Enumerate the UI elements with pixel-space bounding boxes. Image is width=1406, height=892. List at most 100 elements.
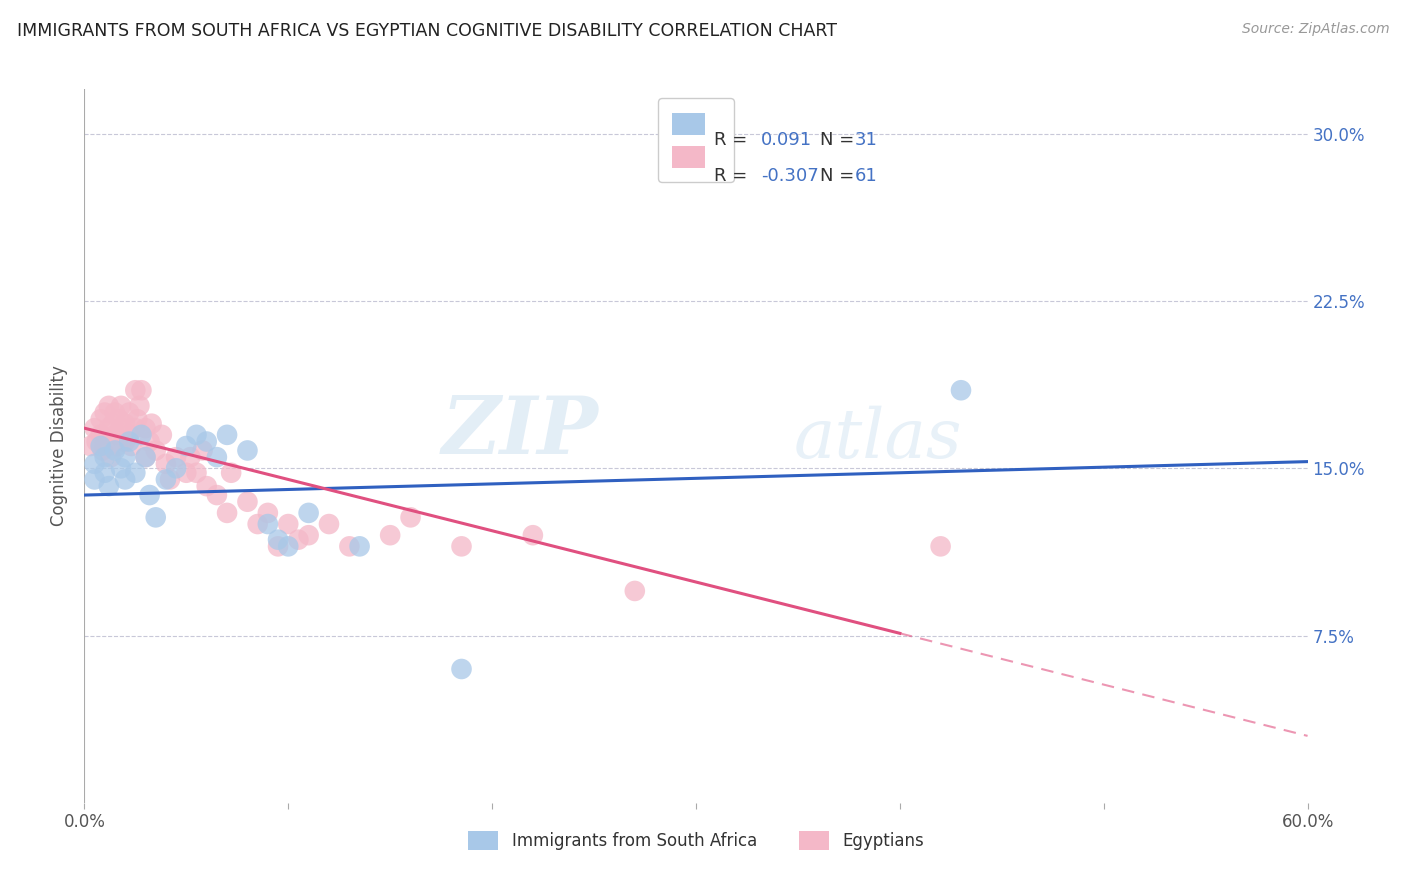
Point xyxy=(174,439,197,453)
Point xyxy=(127,412,149,426)
Point xyxy=(219,466,242,480)
Point xyxy=(267,533,290,547)
Point xyxy=(124,384,146,398)
Point xyxy=(380,528,402,542)
Point xyxy=(91,443,114,458)
Point xyxy=(104,443,127,458)
Point xyxy=(114,417,136,431)
Point xyxy=(257,506,280,520)
Point xyxy=(246,516,269,531)
Point xyxy=(298,506,321,520)
Point xyxy=(135,450,157,464)
Y-axis label: Cognitive Disability: Cognitive Disability xyxy=(51,366,69,526)
Point xyxy=(120,439,142,453)
Point xyxy=(90,412,112,426)
Point xyxy=(131,384,153,398)
Text: 61: 61 xyxy=(855,168,877,186)
Point xyxy=(138,488,160,502)
Point xyxy=(114,473,136,487)
Point xyxy=(155,457,177,471)
Text: 31: 31 xyxy=(855,130,877,149)
Text: -0.307: -0.307 xyxy=(761,168,818,186)
Point xyxy=(124,466,146,480)
Text: 0.091: 0.091 xyxy=(761,130,813,149)
Point xyxy=(450,539,472,553)
Point xyxy=(205,450,228,464)
Point xyxy=(450,662,472,676)
Point xyxy=(624,583,647,598)
Point xyxy=(114,434,136,449)
Point xyxy=(112,434,135,449)
Point xyxy=(929,539,952,553)
Point xyxy=(83,473,105,487)
Point xyxy=(93,439,115,453)
Text: R =: R = xyxy=(714,130,748,149)
Point xyxy=(118,405,141,419)
Point xyxy=(522,528,544,542)
Point xyxy=(236,494,259,508)
Point xyxy=(90,427,112,442)
Point xyxy=(135,450,157,464)
Point xyxy=(97,421,120,435)
Text: atlas: atlas xyxy=(794,406,962,472)
Point xyxy=(165,450,187,464)
Point xyxy=(83,457,105,471)
Point xyxy=(135,421,157,435)
Point xyxy=(287,533,309,547)
Legend: Immigrants from South Africa, Egyptians: Immigrants from South Africa, Egyptians xyxy=(460,822,932,859)
Point xyxy=(257,516,280,531)
Point xyxy=(97,479,120,493)
Point xyxy=(128,399,150,413)
Point xyxy=(90,439,112,453)
Point xyxy=(191,443,214,458)
Point xyxy=(108,412,131,426)
Point xyxy=(101,417,124,431)
Point xyxy=(399,510,422,524)
Point xyxy=(186,466,208,480)
Point xyxy=(131,427,153,442)
Text: N =: N = xyxy=(820,168,855,186)
Point xyxy=(339,539,361,553)
Point xyxy=(124,421,146,435)
Point xyxy=(145,443,167,458)
Text: N =: N = xyxy=(820,130,855,149)
Point xyxy=(277,539,299,553)
Point xyxy=(165,461,187,475)
Text: IMMIGRANTS FROM SOUTH AFRICA VS EGYPTIAN COGNITIVE DISABILITY CORRELATION CHART: IMMIGRANTS FROM SOUTH AFRICA VS EGYPTIAN… xyxy=(17,22,837,40)
Point xyxy=(118,434,141,449)
Point xyxy=(217,427,239,442)
Point xyxy=(93,450,115,464)
Point xyxy=(186,427,208,442)
Point xyxy=(179,450,201,464)
Point xyxy=(138,434,160,449)
Point xyxy=(93,466,115,480)
Point xyxy=(195,479,218,493)
Point xyxy=(104,427,127,442)
Point xyxy=(118,427,141,442)
Point xyxy=(141,417,163,431)
Point xyxy=(195,434,218,449)
Point xyxy=(105,439,128,453)
Point xyxy=(100,450,122,464)
Point xyxy=(318,516,340,531)
Point xyxy=(104,405,127,419)
Point xyxy=(79,439,101,453)
Text: Source: ZipAtlas.com: Source: ZipAtlas.com xyxy=(1241,22,1389,37)
Point xyxy=(110,461,132,475)
Point xyxy=(277,516,299,531)
Point xyxy=(236,443,259,458)
Point xyxy=(145,510,167,524)
Point xyxy=(150,427,173,442)
Point xyxy=(110,421,132,435)
Point xyxy=(83,421,105,435)
Point xyxy=(298,528,321,542)
Point xyxy=(97,399,120,413)
Point xyxy=(349,539,371,553)
Text: R =: R = xyxy=(714,168,748,186)
Text: ZIP: ZIP xyxy=(441,393,598,470)
Point xyxy=(159,473,181,487)
Point xyxy=(155,473,177,487)
Point xyxy=(205,488,228,502)
Point xyxy=(93,405,115,419)
Point xyxy=(174,466,197,480)
